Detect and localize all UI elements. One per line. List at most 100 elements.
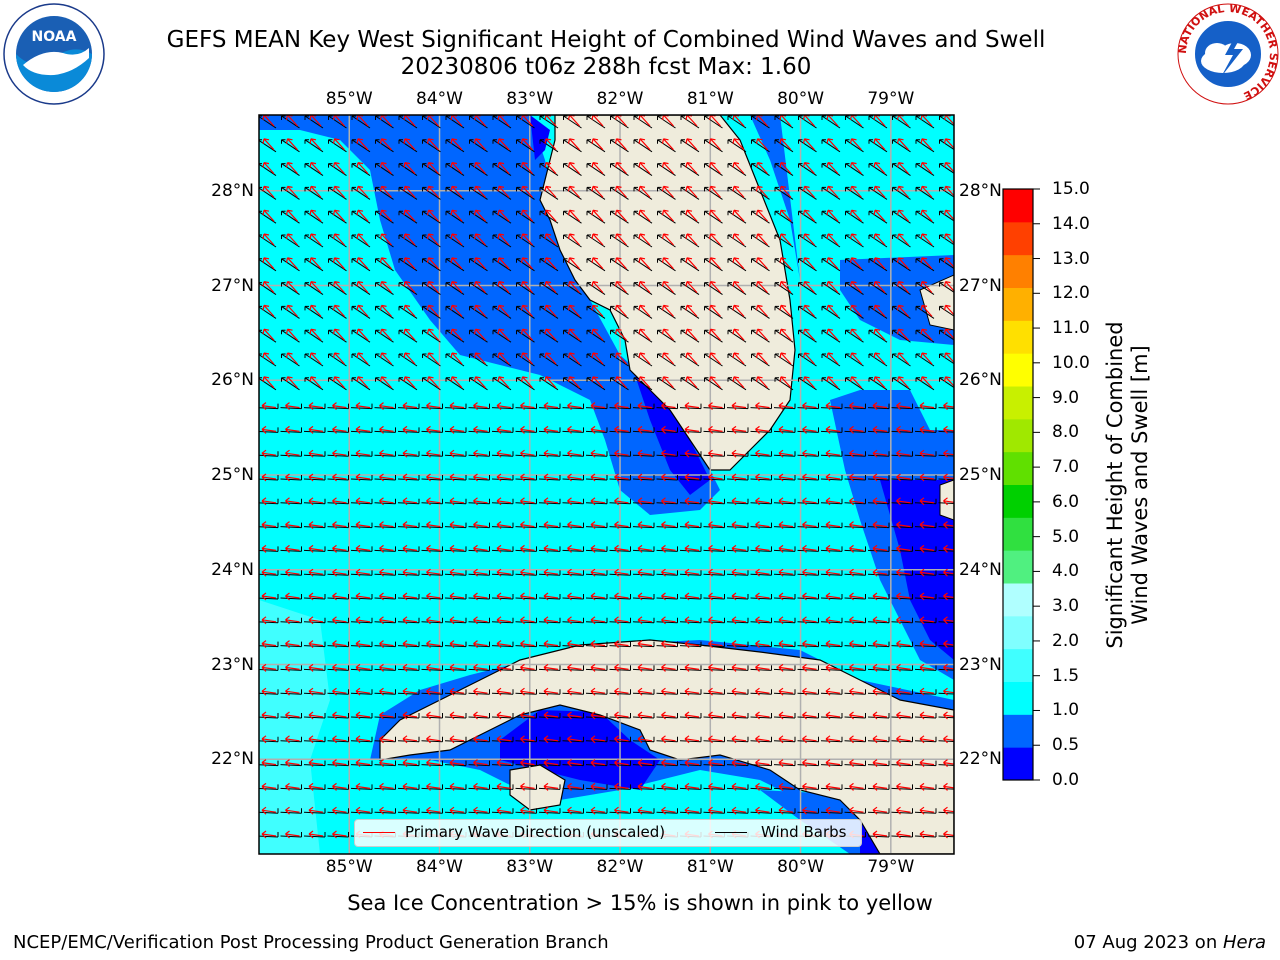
wave-direction-arrow (261, 735, 277, 744)
wind-barb (703, 784, 725, 790)
wind-barb (656, 760, 678, 767)
wind-barb (445, 163, 465, 177)
wave-direction-arrow (919, 759, 935, 768)
wave-direction-arrow (708, 328, 721, 341)
wind-barb (797, 665, 819, 671)
wave-direction-arrow (332, 402, 347, 411)
wind-barb (422, 377, 441, 391)
wind-barb (281, 856, 302, 861)
wave-direction-arrow (919, 497, 935, 506)
wave-direction-arrow (379, 185, 392, 198)
wind-barb (844, 427, 866, 433)
wave-direction-arrow (919, 640, 935, 649)
wind-barb (374, 617, 396, 624)
colorbar-tick-label: 11.0 (1052, 318, 1090, 339)
wave-direction-arrow (708, 592, 723, 601)
wave-direction-arrow (919, 521, 935, 530)
wave-direction-arrow (567, 521, 582, 530)
wind-barb (610, 377, 629, 391)
wind-barb (374, 594, 396, 600)
wind-barb (350, 594, 373, 600)
wave-direction-arrow (684, 544, 700, 553)
wind-barb (680, 329, 700, 343)
wind-barb (350, 522, 373, 529)
wind-barb (468, 546, 490, 552)
wind-barb (773, 641, 796, 648)
wind-barb (586, 210, 606, 224)
wind-barb (774, 186, 794, 200)
footer-credit: NCEP/EMC/Verification Post Processing Pr… (13, 932, 609, 953)
wind-barb (938, 549, 954, 552)
wave-direction-arrow (544, 376, 557, 389)
wave-direction-arrow (614, 257, 627, 270)
wave-direction-arrow (426, 304, 439, 317)
wind-barb (281, 377, 300, 391)
wave-direction-arrow (614, 663, 629, 672)
wave-direction-arrow (731, 782, 747, 791)
wind-barb (914, 522, 937, 529)
wind-barb (563, 234, 582, 248)
wave-direction-arrow (732, 209, 745, 222)
wave-direction-arrow (638, 162, 651, 175)
wave-direction-arrow (544, 233, 557, 246)
wave-direction-arrow (355, 640, 371, 649)
wave-direction-arrow (355, 449, 371, 458)
wind-barb (444, 665, 467, 671)
wind-barb (515, 570, 537, 576)
wind-barb (657, 139, 676, 153)
wave-direction-arrow (285, 663, 300, 672)
wave-direction-arrow (591, 138, 604, 151)
wave-direction-arrow (872, 449, 888, 458)
noaa-logo-text: NOAA (32, 29, 77, 45)
wind-barb (632, 546, 655, 552)
wave-direction-arrow (544, 138, 557, 151)
wave-direction-arrow (637, 616, 653, 625)
lon-tick-label: 85°W (325, 89, 373, 109)
legend-wind-barbs-label: Wind Barbs (761, 823, 847, 841)
wind-barb (914, 570, 937, 576)
wave-direction-arrow (661, 281, 674, 294)
wind-barb (421, 713, 443, 719)
wind-barb (422, 329, 441, 343)
wind-barb (914, 451, 937, 457)
wind-barb (398, 282, 418, 296)
wind-barb (844, 522, 866, 529)
wind-barb (444, 594, 467, 600)
map-legend: Primary Wave Direction (unscaled) Wind B… (354, 819, 862, 847)
wave-direction-arrow (614, 352, 627, 365)
wave-direction-arrow (943, 806, 954, 815)
lat-tick-label: 22°N (959, 749, 1002, 770)
wave-direction-arrow (873, 328, 886, 341)
wave-direction-arrow (332, 233, 345, 246)
lon-tick-label: 83°W (506, 89, 554, 109)
sea-ice-note: Sea Ice Concentration > 15% is shown in … (0, 891, 1280, 915)
wave-direction-arrow (873, 138, 886, 151)
wind-barb (726, 641, 749, 648)
wave-direction-arrow (684, 425, 700, 434)
colorbar-tick-label: 1.0 (1052, 700, 1080, 721)
wind-barb (679, 522, 702, 529)
wind-barb (516, 377, 535, 391)
wave-direction-arrow (661, 162, 674, 175)
wave-direction-arrow (450, 257, 463, 270)
wind-barb (538, 808, 561, 814)
wind-barb (914, 689, 937, 695)
wind-barb (657, 856, 678, 861)
wave-direction-arrow (543, 687, 559, 696)
wave-direction-arrow (919, 473, 935, 482)
wave-direction-arrow (497, 257, 510, 270)
wind-barb (280, 736, 302, 743)
wave-direction-arrow (684, 782, 700, 791)
wave-direction-arrow (449, 521, 465, 530)
wind-barb (939, 186, 954, 198)
wave-direction-arrow (568, 855, 582, 862)
wind-barb (797, 736, 819, 743)
wave-direction-arrow (497, 233, 510, 246)
wind-barb (704, 186, 723, 200)
wave-direction-arrow (638, 352, 651, 365)
wave-direction-arrow (262, 138, 275, 151)
wind-barb (421, 594, 443, 600)
wind-barb (515, 403, 537, 410)
wind-barb (797, 713, 819, 719)
wind-barb (492, 353, 512, 367)
